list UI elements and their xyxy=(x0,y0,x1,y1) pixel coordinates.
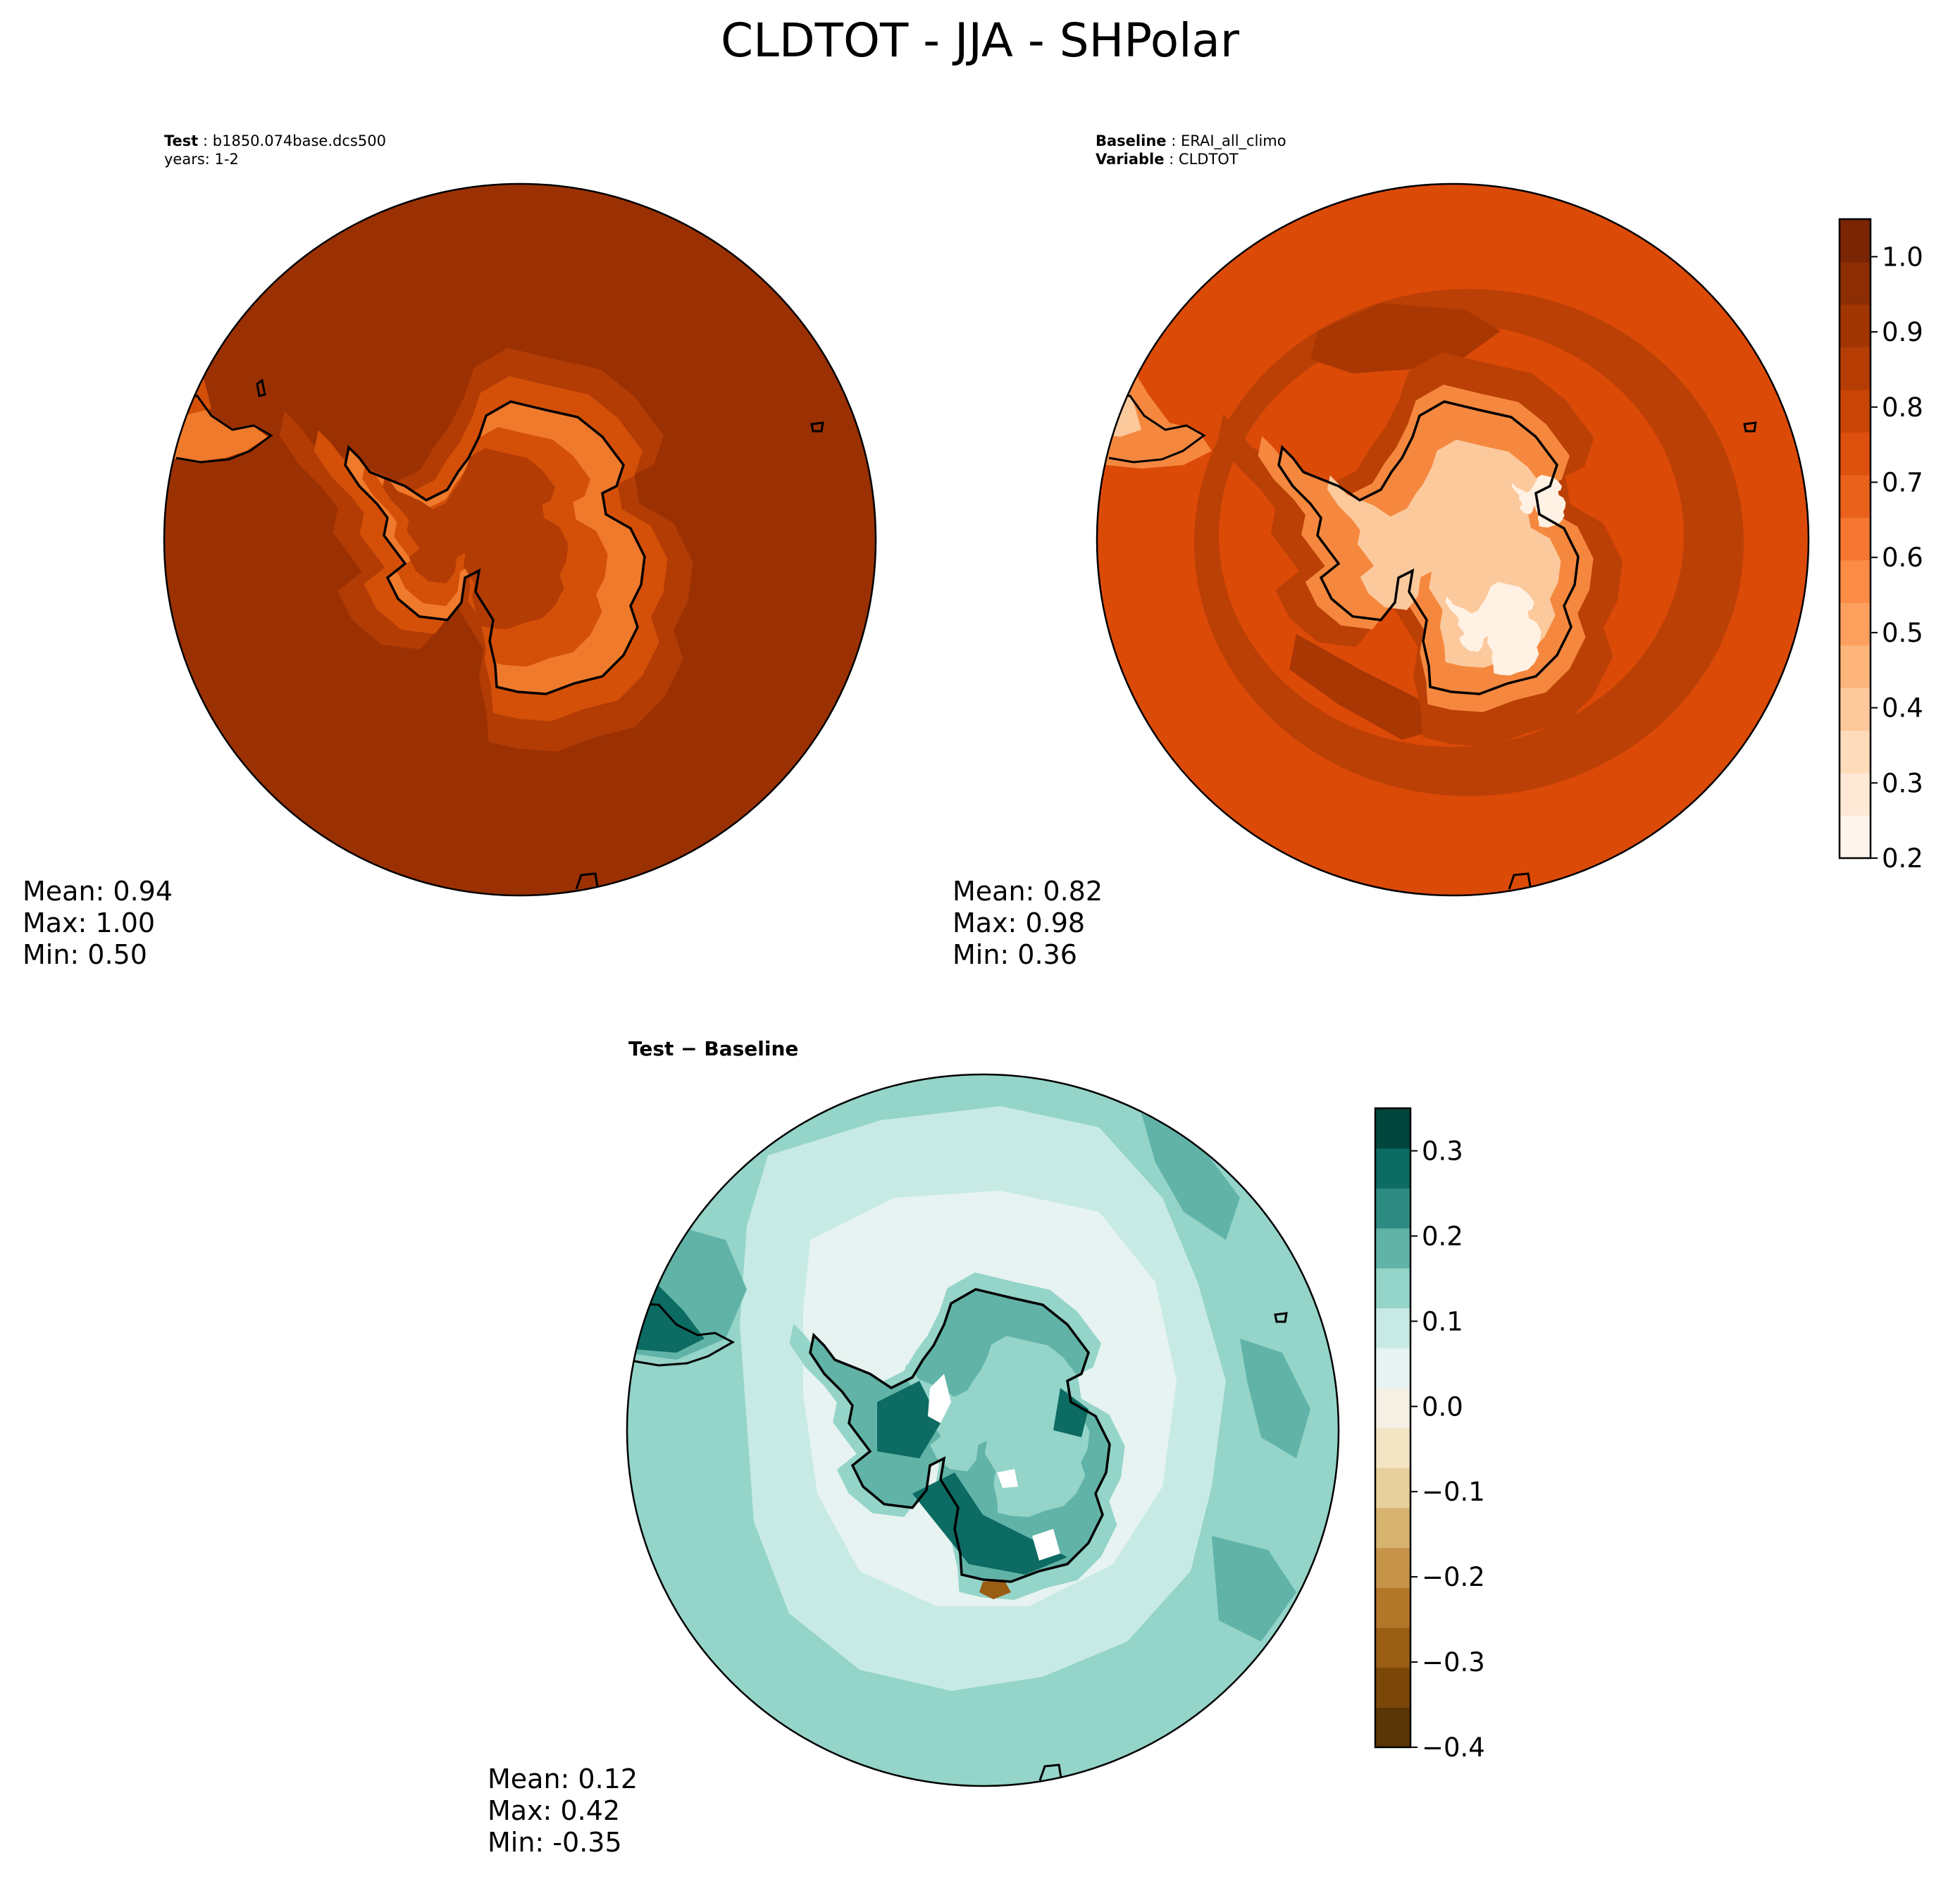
baseline-panel: Baseline : ERAI_all_climo Variable : CLD… xyxy=(953,132,1810,970)
main-colorbar-segment xyxy=(1840,815,1871,859)
main-colorbar-tick-label: 0.6 xyxy=(1882,542,1923,573)
test-stats: Mean: 0.94 Max: 1.00 Min: 0.50 xyxy=(23,876,173,970)
main-colorbar-segment xyxy=(1840,645,1871,688)
difference-colorbar-segment xyxy=(1375,1667,1410,1708)
difference-stats: Mean: 0.12 Max: 0.42 Min: -0.35 xyxy=(488,1763,638,1858)
test-years-label: years: 1-2 xyxy=(164,151,239,168)
main-colorbar-segment xyxy=(1840,730,1871,774)
main-colorbar-tick-label: 0.3 xyxy=(1882,768,1923,798)
main-colorbar-segment xyxy=(1840,602,1871,646)
main-colorbar-segment xyxy=(1840,261,1871,305)
difference-colorbar-segment xyxy=(1375,1707,1410,1748)
main-colorbar-segment xyxy=(1840,219,1871,263)
test-stat-max: Max: 1.00 xyxy=(23,907,155,938)
baseline-stat-min: Min: 0.36 xyxy=(953,939,1077,970)
difference-colorbar-segment xyxy=(1375,1627,1410,1668)
main-colorbar-segment xyxy=(1840,474,1871,518)
main-colorbar-tick-label: 0.2 xyxy=(1882,843,1923,874)
difference-colorbar-segment xyxy=(1375,1308,1410,1348)
difference-colorbar-tick-label: −0.1 xyxy=(1422,1477,1485,1507)
difference-colorbar-tick-label: −0.3 xyxy=(1422,1647,1485,1678)
test-stat-mean: Mean: 0.94 xyxy=(23,876,173,907)
main-colorbar-segment xyxy=(1840,773,1871,817)
figure-title: CLDTOT - JJA - SHPolar xyxy=(721,13,1240,68)
main-colorbar-tick-label: 0.4 xyxy=(1882,693,1923,724)
baseline-label: Baseline : ERAI_all_climo xyxy=(1096,132,1286,150)
difference-stat-min: Min: -0.35 xyxy=(488,1827,622,1858)
main-colorbar-segment xyxy=(1840,304,1871,347)
difference-colorbar-tick-label: −0.2 xyxy=(1422,1562,1485,1592)
difference-title: Test − Baseline xyxy=(628,1037,798,1060)
baseline-map xyxy=(1097,184,1809,895)
difference-colorbar-segment xyxy=(1375,1267,1410,1309)
difference-colorbar-segment xyxy=(1375,1547,1410,1588)
main-colorbar-tick-label: 0.5 xyxy=(1882,618,1923,648)
main-colorbar-segment xyxy=(1840,389,1871,433)
difference-stat-mean: Mean: 0.12 xyxy=(488,1763,638,1794)
difference-colorbar-segment xyxy=(1375,1188,1410,1229)
difference-map-boundary xyxy=(626,1073,1340,1787)
test-label: Test : b1850.074base.dcs500 xyxy=(164,132,386,149)
difference-colorbar-segment xyxy=(1375,1348,1410,1389)
difference-colorbar-frame xyxy=(1374,1107,1412,1749)
difference-colorbar-segment xyxy=(1375,1468,1410,1508)
difference-colorbar-segment xyxy=(1375,1228,1410,1269)
difference-colorbar: −0.4 −0.3 −0.2 −0.1 0.0 0.1 0.2 0.3 xyxy=(1374,1107,1485,1763)
difference-colorbar-tick-label: −0.4 xyxy=(1422,1732,1485,1763)
difference-colorbar-tick-label: 0.0 xyxy=(1422,1391,1463,1422)
difference-colorbar-segment xyxy=(1375,1108,1410,1149)
difference-colorbar-tick-label: 0.3 xyxy=(1422,1136,1463,1166)
main-colorbar: 0.2 0.3 0.4 0.5 0.6 0.7 0.8 0.9 1.0 xyxy=(1838,218,1923,874)
main-colorbar-tick-label: 0.8 xyxy=(1882,392,1923,423)
difference-stat-max: Max: 0.42 xyxy=(488,1795,620,1826)
test-stat-min: Min: 0.50 xyxy=(23,939,147,970)
difference-colorbar-tick-label: 0.2 xyxy=(1422,1221,1463,1251)
main-colorbar-segment xyxy=(1840,688,1871,731)
difference-colorbar-segment xyxy=(1375,1427,1410,1468)
main-colorbar-tick-label: 1.0 xyxy=(1882,242,1923,272)
difference-panel: Test − Baseline xyxy=(488,1037,1340,1858)
difference-colorbar-segment xyxy=(1375,1387,1410,1429)
baseline-map-boundary xyxy=(1096,182,1810,897)
difference-map xyxy=(627,1074,1339,1786)
difference-colorbar-segment xyxy=(1375,1507,1410,1549)
main-colorbar-frame xyxy=(1838,218,1872,860)
baseline-stat-max: Max: 0.98 xyxy=(953,907,1085,938)
baseline-stat-mean: Mean: 0.82 xyxy=(953,876,1103,907)
difference-colorbar-segment xyxy=(1375,1587,1410,1628)
test-map-boundary xyxy=(163,182,877,897)
main-colorbar-segment xyxy=(1840,517,1871,561)
difference-colorbar-segment xyxy=(1375,1148,1410,1189)
difference-colorbar-tick-label: 0.1 xyxy=(1422,1306,1463,1337)
test-panel: Test : b1850.074base.dcs500 years: 1-2 xyxy=(23,132,877,970)
main-colorbar-segment xyxy=(1840,559,1871,603)
variable-label: Variable : CLDTOT xyxy=(1096,151,1239,168)
main-colorbar-segment xyxy=(1840,347,1871,390)
main-colorbar-tick-label: 0.9 xyxy=(1882,317,1923,347)
main-colorbar-segment xyxy=(1840,432,1871,476)
main-colorbar-tick-label: 0.7 xyxy=(1882,467,1923,497)
baseline-stats: Mean: 0.82 Max: 0.98 Min: 0.36 xyxy=(953,876,1103,970)
